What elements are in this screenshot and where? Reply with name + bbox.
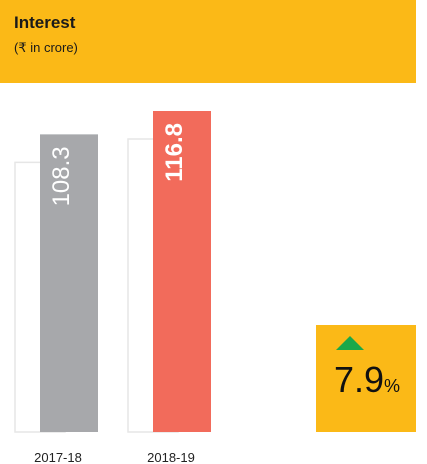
- value-label: 108.3: [48, 146, 75, 206]
- bar: [40, 134, 98, 432]
- value-label: 116.8: [161, 123, 188, 182]
- x-tick-label: 2018-19: [147, 450, 195, 464]
- change-box: [316, 325, 416, 432]
- change-value: 7.9: [334, 359, 384, 400]
- bar: [153, 111, 211, 432]
- change-unit: %: [384, 376, 400, 396]
- header-band: [0, 0, 416, 83]
- x-tick-label: 2017-18: [34, 450, 82, 464]
- change-text: 7.9%: [334, 359, 400, 400]
- chart-subtitle: (₹ in crore): [14, 40, 78, 55]
- chart-title: Interest: [14, 13, 76, 32]
- change-arrow: [336, 336, 364, 350]
